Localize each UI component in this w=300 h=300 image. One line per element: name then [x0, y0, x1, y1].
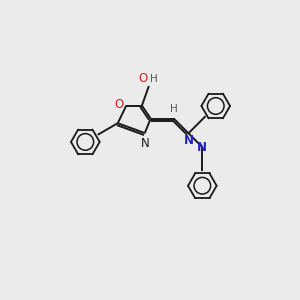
Text: N: N [184, 134, 194, 147]
Text: O: O [114, 98, 124, 111]
Text: O: O [138, 72, 148, 85]
Text: N: N [140, 137, 149, 150]
Text: H: H [150, 74, 158, 84]
Text: N: N [197, 141, 207, 154]
Text: H: H [170, 104, 178, 114]
